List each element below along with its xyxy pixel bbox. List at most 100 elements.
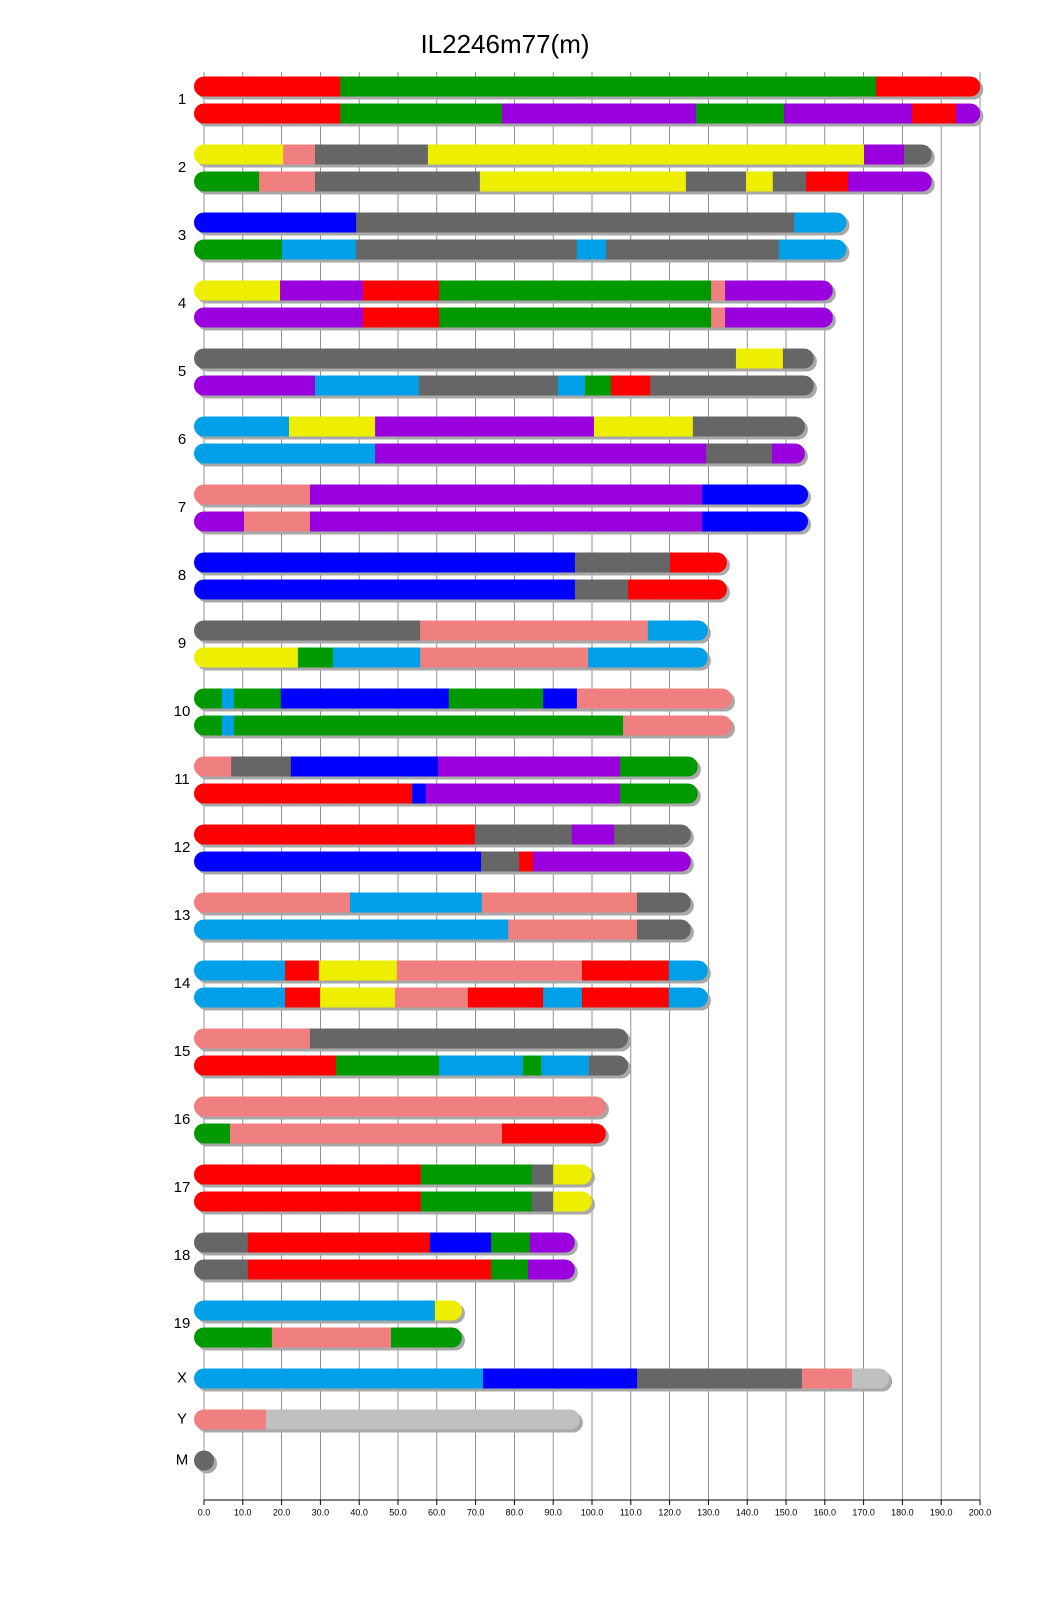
- chromosome-label: 3: [178, 227, 186, 244]
- segment: [194, 579, 576, 600]
- segment: [394, 987, 469, 1008]
- segment: [439, 280, 712, 301]
- segment: [637, 1368, 803, 1389]
- segment: [194, 892, 351, 913]
- segment: [437, 756, 621, 777]
- segment: [553, 1191, 592, 1212]
- segment: [420, 1164, 533, 1185]
- segment: [290, 756, 439, 777]
- segment: [955, 103, 981, 124]
- segment: [581, 960, 670, 981]
- segment: [782, 348, 814, 369]
- segment: [194, 484, 311, 505]
- haplotype: [194, 552, 727, 573]
- haplotype: [194, 824, 691, 845]
- x-tick-label: 110.0: [620, 1507, 642, 1517]
- haplotype: [194, 987, 708, 1008]
- segment: [585, 375, 612, 396]
- x-tick-label: 170.0: [852, 1507, 875, 1517]
- segment: [309, 1028, 628, 1049]
- x-tick-label: 190.0: [930, 1507, 953, 1517]
- chromosome-label: 5: [178, 363, 186, 380]
- segment: [309, 484, 703, 505]
- segment: [288, 416, 376, 437]
- segment: [194, 715, 223, 736]
- segment: [669, 552, 727, 573]
- haplotype: [194, 1123, 606, 1144]
- segment: [194, 1191, 422, 1212]
- chromosome-label: 2: [178, 159, 186, 176]
- segment: [194, 416, 290, 437]
- segment: [229, 1123, 503, 1144]
- segment: [194, 620, 421, 641]
- segment: [420, 620, 649, 641]
- haplotype: [194, 851, 691, 872]
- segment: [647, 620, 708, 641]
- segment: [434, 1300, 462, 1321]
- x-tick-label: 10.0: [234, 1507, 252, 1517]
- segment: [194, 1123, 231, 1144]
- segment: [356, 212, 795, 233]
- segment: [194, 76, 341, 97]
- segment: [194, 851, 482, 872]
- segment: [619, 756, 698, 777]
- segment: [314, 144, 429, 165]
- segment: [194, 1450, 215, 1471]
- haplotype: [194, 783, 698, 804]
- segment: [233, 688, 282, 709]
- segment: [623, 715, 732, 736]
- x-tick-label: 90.0: [544, 1507, 562, 1517]
- chromosome-label: 19: [174, 1315, 191, 1332]
- segment: [420, 1191, 533, 1212]
- chromosome-label: 15: [174, 1043, 191, 1060]
- segment: [553, 1164, 592, 1185]
- segment: [194, 1259, 249, 1280]
- segment: [194, 824, 476, 845]
- haplotype: [194, 280, 833, 301]
- x-tick-label: 120.0: [658, 1507, 681, 1517]
- segment: [194, 1096, 606, 1117]
- chromosome-label: M: [176, 1451, 189, 1468]
- segment: [576, 688, 732, 709]
- segment: [574, 552, 671, 573]
- segment: [557, 375, 586, 396]
- segment: [194, 1055, 337, 1076]
- segment: [531, 1191, 554, 1212]
- segment: [619, 783, 698, 804]
- segment: [396, 960, 583, 981]
- segment: [194, 103, 341, 124]
- segment: [725, 280, 833, 301]
- segment: [685, 171, 747, 192]
- chromosome-label: 16: [174, 1111, 191, 1128]
- segment: [221, 715, 235, 736]
- segment: [411, 783, 427, 804]
- segment: [448, 688, 544, 709]
- segment: [314, 171, 481, 192]
- segment: [194, 144, 284, 165]
- segment: [271, 1327, 392, 1348]
- haplotype: [194, 416, 805, 437]
- segment: [501, 103, 697, 124]
- segment: [194, 1368, 484, 1389]
- chromosome-label: 1: [178, 91, 186, 108]
- segment: [614, 824, 691, 845]
- haplotype: [194, 756, 698, 777]
- segment: [531, 1164, 554, 1185]
- segment: [194, 280, 281, 301]
- segment: [283, 144, 316, 165]
- segment: [194, 987, 286, 1008]
- x-tick-label: 200.0: [969, 1507, 992, 1517]
- segment: [194, 960, 286, 981]
- segment: [541, 1055, 590, 1076]
- segment: [332, 647, 421, 668]
- segment: [801, 1368, 853, 1389]
- segment: [481, 892, 638, 913]
- segment: [711, 307, 726, 328]
- segment: [194, 919, 509, 940]
- segment: [574, 579, 629, 600]
- segment: [320, 987, 396, 1008]
- segment: [194, 348, 737, 369]
- segment: [784, 103, 913, 124]
- chart-title: IL2246m77(m): [420, 29, 589, 59]
